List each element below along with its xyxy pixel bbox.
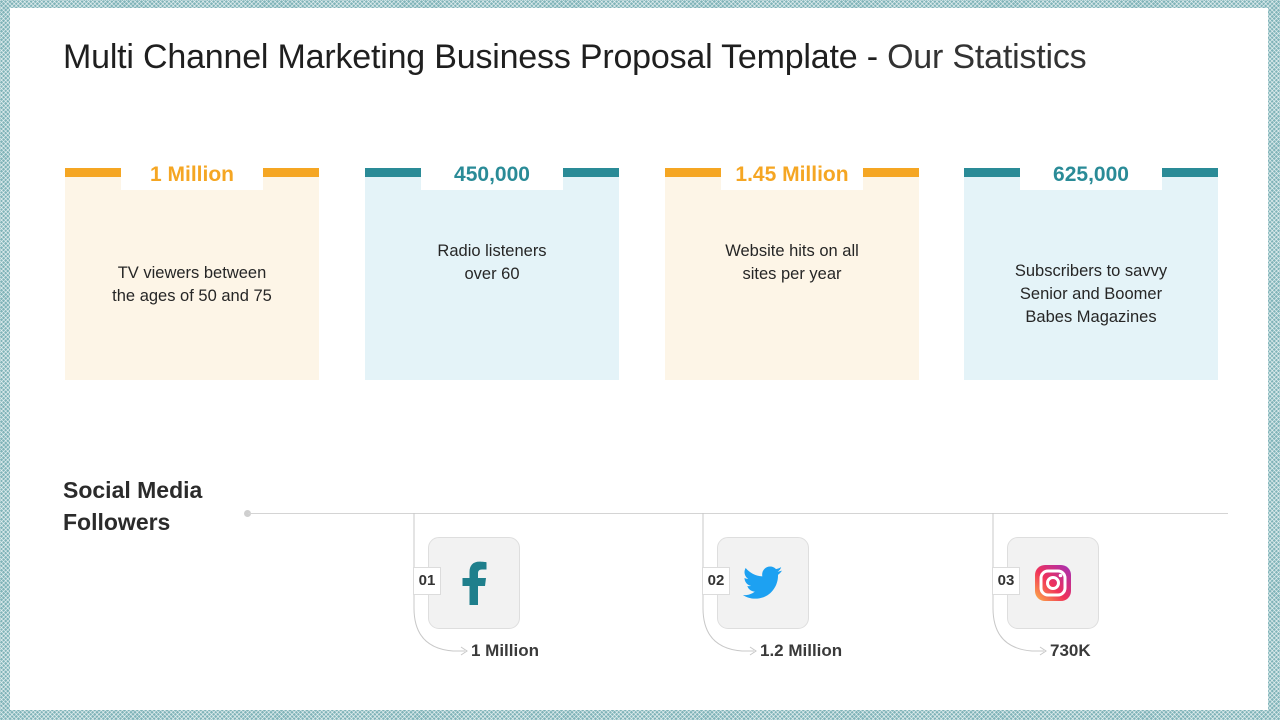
stat-description: Website hits on all sites per year (725, 242, 859, 283)
stat-value: 1 Million (121, 160, 263, 190)
social-item-facebook: 01 1 Million (413, 513, 613, 673)
stat-description: Radio listeners over 60 (437, 242, 547, 283)
item-number-badge: 01 (413, 567, 441, 595)
stat-card-radio: 450,000 Radio listeners over 60 (365, 160, 619, 380)
stat-value: 450,000 (421, 160, 563, 190)
follower-count: 1.2 Million (760, 641, 843, 660)
item-number-badge: 03 (992, 567, 1020, 595)
follower-count: 1 Million (471, 641, 539, 660)
page-title: Multi Channel Marketing Business Proposa… (63, 38, 1087, 77)
card-background (65, 168, 319, 380)
title-main: Multi Channel Marketing Business Proposa… (63, 38, 888, 76)
timeline-dot (244, 510, 251, 517)
social-item-twitter: 02 1.2 Million (702, 513, 902, 673)
facebook-icon-box[interactable] (428, 537, 520, 629)
item-number-badge: 02 (702, 567, 730, 595)
social-media-heading: Social Media Followers (63, 477, 203, 535)
slide: Multi Channel Marketing Business Proposa… (10, 8, 1268, 710)
stat-description: TV viewers between the ages of 50 and 75 (112, 264, 272, 305)
connector-line (413, 513, 468, 656)
title-sub: Our Statistics (887, 38, 1087, 76)
card-background (665, 168, 919, 380)
instagram-icon-box[interactable] (1007, 537, 1099, 629)
timeline-line (248, 513, 1228, 514)
card-background (964, 168, 1218, 380)
stat-value: 1.45 Million (721, 160, 863, 190)
follower-count: 730K (1050, 641, 1091, 660)
twitter-icon-box[interactable] (717, 537, 809, 629)
twitter-icon (743, 566, 783, 599)
facebook-icon (462, 561, 487, 605)
connector-line (702, 513, 757, 656)
social-item-instagram: 03 730K (992, 513, 1192, 673)
stat-card-tv: 1 Million TV viewers between the ages of… (65, 160, 319, 380)
stat-card-magazine: 625,000 Subscribers to savvy Senior and … (964, 160, 1218, 380)
connector-line (992, 513, 1047, 656)
instagram-icon (1035, 565, 1071, 601)
stat-description: Subscribers to savvy Senior and Boomer B… (1014, 261, 1168, 326)
stat-card-website: 1.45 Million Website hits on all sites p… (665, 160, 919, 380)
card-background (365, 168, 619, 380)
stat-value: 625,000 (1020, 160, 1162, 190)
